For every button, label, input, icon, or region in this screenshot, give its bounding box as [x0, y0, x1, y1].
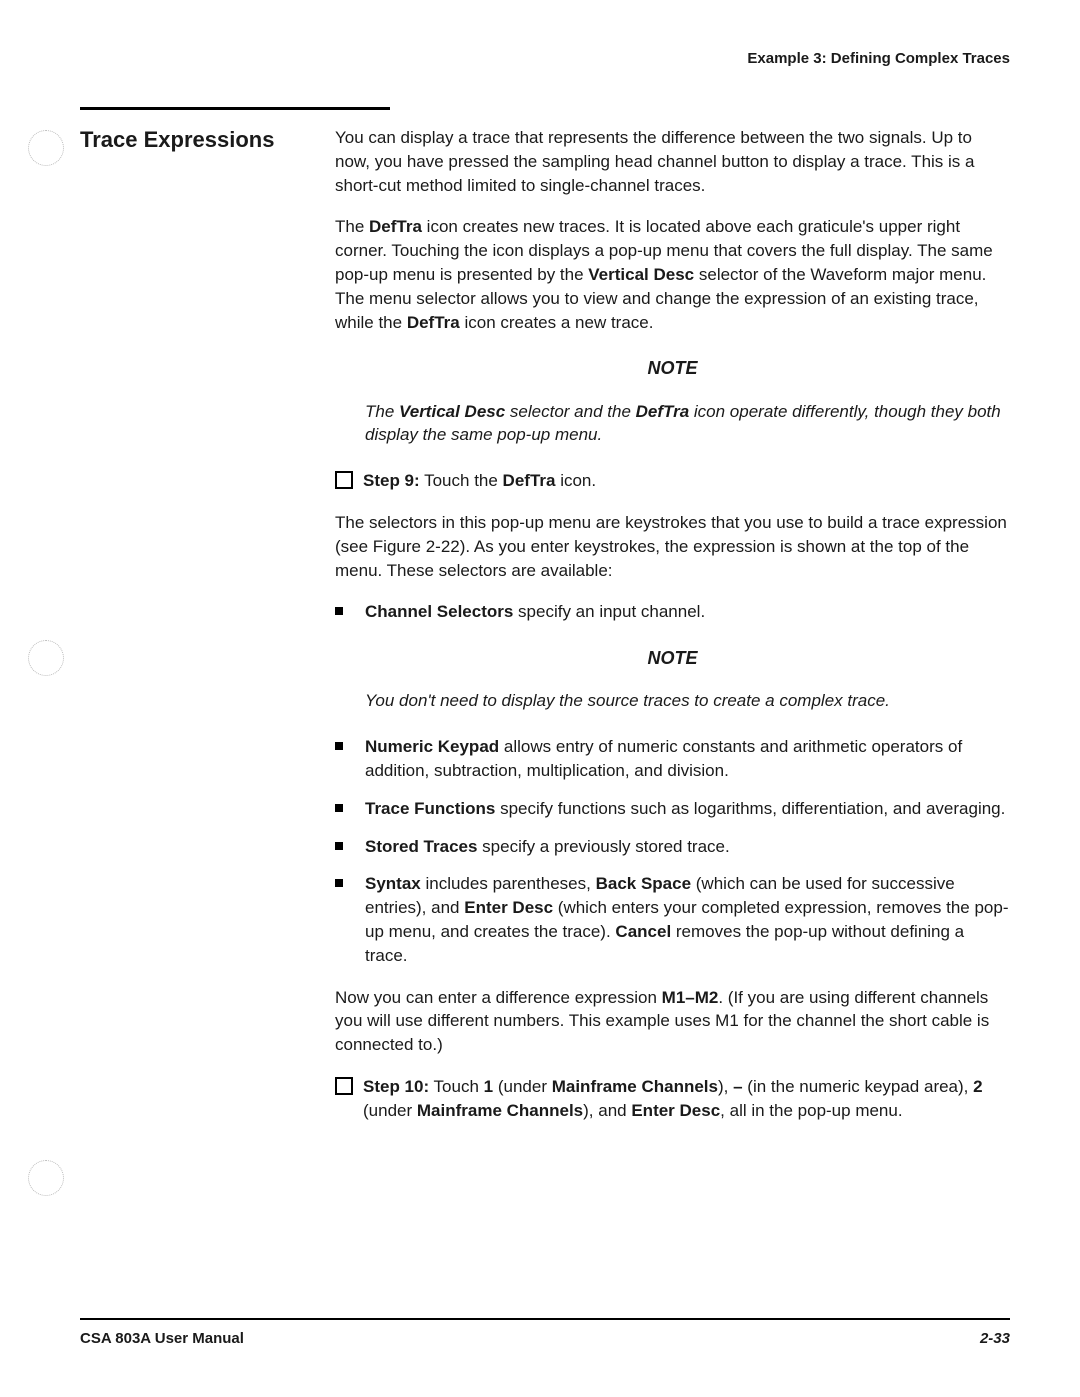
list-item: Syntax includes parentheses, Back Space …	[335, 872, 1010, 967]
term: Back Space	[596, 874, 691, 893]
term: Mainframe Channels	[417, 1101, 583, 1120]
section-rule	[80, 107, 390, 110]
text: ), and	[583, 1101, 631, 1120]
term-deftra: DefTra	[369, 217, 422, 236]
text: selector and the	[505, 402, 635, 421]
term-deftra: DefTra	[636, 402, 690, 421]
step-text: Step 10: Touch 1 (under Mainframe Channe…	[363, 1075, 1010, 1123]
content: Trace Expressions You can display a trac…	[80, 126, 1010, 1140]
paragraph: Now you can enter a difference expressio…	[335, 986, 1010, 1057]
text: ),	[718, 1077, 733, 1096]
text: (in the numeric keypad area),	[743, 1077, 974, 1096]
text: , all in the pop-up menu.	[720, 1101, 902, 1120]
text: Now you can enter a difference expressio…	[335, 988, 662, 1007]
note-heading: NOTE	[335, 646, 1010, 671]
checkbox-icon	[335, 471, 353, 489]
text: specify an input channel.	[513, 602, 705, 621]
list-item: Channel Selectors specify an input chann…	[335, 600, 1010, 624]
footer-page-number: 2-33	[980, 1330, 1010, 1347]
note-body: The Vertical Desc selector and the DefTr…	[365, 400, 1010, 448]
term-vertical-desc: Vertical Desc	[588, 265, 694, 284]
term: 2	[973, 1077, 982, 1096]
term: Enter Desc	[464, 898, 553, 917]
checkbox-icon	[335, 1077, 353, 1095]
paragraph: The selectors in this pop-up menu are ke…	[335, 511, 1010, 582]
text: (under	[493, 1077, 552, 1096]
footer-manual-title: CSA 803A User Manual	[80, 1330, 244, 1347]
term: Numeric Keypad	[365, 737, 499, 756]
term-vertical-desc: Vertical Desc	[399, 402, 505, 421]
footer: CSA 803A User Manual 2-33	[70, 1308, 1010, 1347]
term-deftra: DefTra	[503, 471, 556, 490]
text: (under	[363, 1101, 417, 1120]
term: Stored Traces	[365, 837, 477, 856]
section-heading: Trace Expressions	[80, 126, 335, 155]
text: specify functions such as logarithms, di…	[495, 799, 1005, 818]
text: specify a previously stored trace.	[477, 837, 729, 856]
list-item: Trace Functions specify functions such a…	[335, 797, 1010, 821]
term: –	[733, 1077, 742, 1096]
text: icon.	[555, 471, 596, 490]
list-item: Numeric Keypad allows entry of numeric c…	[335, 735, 1010, 783]
bullet-list: Channel Selectors specify an input chann…	[335, 600, 1010, 624]
binder-hole	[28, 640, 64, 676]
term-deftra: DefTra	[407, 313, 460, 332]
term: Channel Selectors	[365, 602, 513, 621]
bullet-list: Numeric Keypad allows entry of numeric c…	[335, 735, 1010, 967]
term: Syntax	[365, 874, 421, 893]
list-item: Stored Traces specify a previously store…	[335, 835, 1010, 859]
text: includes parentheses,	[421, 874, 596, 893]
text: Touch the	[420, 471, 503, 490]
header-label: Example 3: Defining Complex Traces	[70, 50, 1010, 67]
step-9: Step 9: Touch the DefTra icon.	[335, 469, 1010, 493]
text: icon creates a new trace.	[460, 313, 654, 332]
binder-hole	[28, 1160, 64, 1196]
text: The	[365, 402, 399, 421]
step-text: Step 9: Touch the DefTra icon.	[363, 469, 1010, 493]
note-body: You don't need to display the source tra…	[365, 689, 1010, 713]
step-10: Step 10: Touch 1 (under Mainframe Channe…	[335, 1075, 1010, 1123]
footer-row: CSA 803A User Manual 2-33	[80, 1330, 1010, 1347]
note-heading: NOTE	[335, 356, 1010, 381]
term: Mainframe Channels	[552, 1077, 718, 1096]
term: Enter Desc	[631, 1101, 720, 1120]
step-label: Step 9:	[363, 471, 420, 490]
term: Cancel	[615, 922, 671, 941]
text: The	[335, 217, 369, 236]
paragraph: The DefTra icon creates new traces. It i…	[335, 215, 1010, 334]
step-label: Step 10:	[363, 1077, 429, 1096]
term: 1	[484, 1077, 493, 1096]
binder-hole	[28, 130, 64, 166]
text: Touch	[429, 1077, 484, 1096]
body-column: You can display a trace that represents …	[335, 126, 1010, 1140]
footer-rule	[80, 1318, 1010, 1320]
term: M1–M2	[662, 988, 719, 1007]
page: Example 3: Defining Complex Traces Trace…	[70, 50, 1010, 1347]
paragraph: You can display a trace that represents …	[335, 126, 1010, 197]
term: Trace Functions	[365, 799, 495, 818]
